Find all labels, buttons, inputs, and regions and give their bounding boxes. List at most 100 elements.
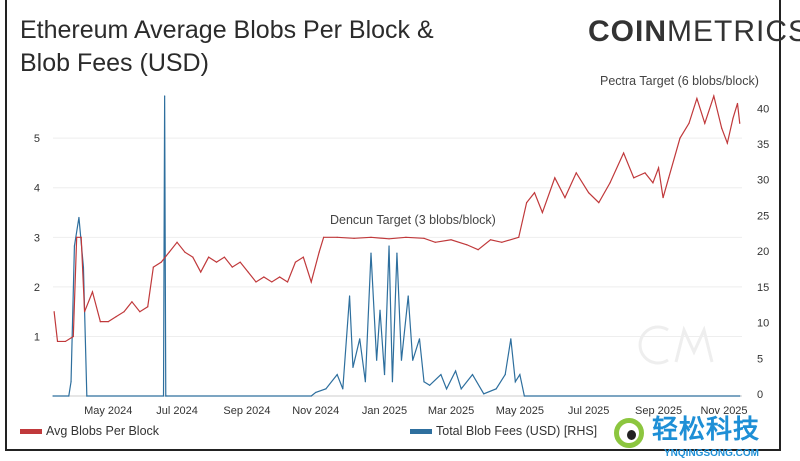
data-point-avg-blobs xyxy=(200,271,202,273)
data-point-avg-blobs xyxy=(64,340,67,343)
data-point-blob-fees xyxy=(510,338,512,340)
data-point-blob-fees xyxy=(352,366,354,369)
data-point-blob-fees xyxy=(82,266,85,269)
coinmetrics-logo: COINMETRICS xyxy=(588,15,800,48)
data-point-avg-blobs xyxy=(526,202,528,204)
x-tick-label: Mar 2025 xyxy=(428,405,474,417)
data-point-blob-fees xyxy=(504,373,506,376)
watermark-logo-icon xyxy=(614,418,644,448)
data-point-avg-blobs xyxy=(147,306,149,308)
data-point-avg-blobs xyxy=(739,122,741,124)
data-point-avg-blobs xyxy=(688,122,690,124)
data-point-avg-blobs xyxy=(53,311,55,313)
data-point-avg-blobs xyxy=(405,236,407,238)
data-point-avg-blobs xyxy=(679,137,681,139)
data-point-avg-blobs xyxy=(518,236,520,238)
data-point-avg-blobs xyxy=(668,177,670,179)
y-left-tick-label: 1 xyxy=(34,331,40,343)
data-point-avg-blobs xyxy=(388,238,390,240)
data-point-avg-blobs xyxy=(302,256,304,258)
x-tick-label: May 2024 xyxy=(84,405,132,417)
y-left-tick-label: 3 xyxy=(34,232,40,244)
data-point-avg-blobs xyxy=(239,261,241,263)
data-point-avg-blobs xyxy=(704,122,706,124)
data-point-avg-blobs xyxy=(115,316,117,318)
data-point-blob-fees xyxy=(70,381,72,383)
x-tick-label: Jul 2025 xyxy=(568,405,610,417)
data-point-blob-fees xyxy=(166,395,168,397)
data-point-avg-blobs xyxy=(622,152,625,154)
series-line-blob-fees xyxy=(53,95,740,397)
data-point-avg-blobs xyxy=(223,256,226,258)
data-point-blob-fees xyxy=(400,359,403,361)
data-point-avg-blobs xyxy=(279,276,281,278)
x-tick-label: Sep 2025 xyxy=(635,405,682,417)
data-point-blob-fees xyxy=(514,381,516,383)
data-point-avg-blobs xyxy=(139,311,141,313)
data-point-blob-fees xyxy=(52,395,54,397)
data-point-avg-blobs xyxy=(370,236,372,238)
data-point-blob-fees xyxy=(483,393,485,395)
chart-frame xyxy=(5,0,781,451)
data-point-avg-blobs xyxy=(554,177,556,179)
data-point-blob-fees xyxy=(460,388,462,390)
data-point-avg-blobs xyxy=(726,142,728,144)
data-point-blob-fees xyxy=(519,373,521,376)
data-point-blob-fees xyxy=(315,391,317,394)
data-point-avg-blobs xyxy=(657,167,660,169)
data-point-blob-fees xyxy=(310,395,312,397)
data-point-avg-blobs xyxy=(56,340,59,343)
data-point-avg-blobs xyxy=(736,102,739,105)
legend-item-fees: Total Blob Fees (USD) [RHS] xyxy=(410,424,597,439)
x-tick-label: Nov 2024 xyxy=(292,405,339,417)
data-point-avg-blobs xyxy=(215,261,218,263)
data-point-blob-fees xyxy=(739,395,741,397)
data-point-avg-blobs xyxy=(208,256,210,258)
data-point-blob-fees xyxy=(388,245,390,247)
data-point-avg-blobs xyxy=(489,239,492,241)
data-point-avg-blobs xyxy=(123,311,125,313)
y-right-tick-label: 30 xyxy=(757,175,769,187)
data-point-avg-blobs xyxy=(598,202,600,204)
x-tick-label: Jan 2025 xyxy=(362,405,407,417)
watermark: 轻松科技 YNQINGSONG.COM xyxy=(612,414,800,461)
data-point-blob-fees xyxy=(164,95,166,97)
data-point-avg-blobs xyxy=(168,251,170,253)
y-right-tick-label: 0 xyxy=(757,389,763,401)
data-point-blob-fees xyxy=(364,381,366,383)
data-point-avg-blobs xyxy=(184,251,186,253)
data-point-blob-fees xyxy=(68,395,70,397)
data-point-avg-blobs xyxy=(466,244,468,246)
data-point-avg-blobs xyxy=(609,182,611,184)
data-point-avg-blobs xyxy=(176,241,178,243)
data-point-avg-blobs xyxy=(131,301,133,303)
watermark-cm-icon xyxy=(638,325,714,365)
legend-label: Avg Blobs Per Block xyxy=(46,424,160,438)
data-point-avg-blobs xyxy=(323,236,325,238)
data-point-avg-blobs xyxy=(477,249,479,251)
data-point-avg-blobs xyxy=(501,241,503,243)
data-point-avg-blobs xyxy=(72,335,74,338)
data-point-blob-fees xyxy=(325,388,327,390)
data-point-blob-fees xyxy=(86,395,88,397)
data-point-avg-blobs xyxy=(160,261,162,263)
y-right-tick-label: 35 xyxy=(757,139,769,151)
data-point-avg-blobs xyxy=(434,241,436,243)
data-point-avg-blobs xyxy=(80,236,82,238)
data-point-avg-blobs xyxy=(644,172,646,174)
data-point-avg-blobs xyxy=(294,261,297,263)
data-point-blob-fees xyxy=(376,359,378,361)
annotation-pectra: Pectra Target (6 blobs/block) xyxy=(600,74,759,88)
data-point-avg-blobs xyxy=(107,321,109,323)
data-point-blob-fees xyxy=(78,216,80,219)
data-point-avg-blobs xyxy=(310,281,312,283)
data-point-blob-fees xyxy=(359,338,361,340)
data-point-avg-blobs xyxy=(662,197,664,199)
data-point-avg-blobs xyxy=(575,172,577,174)
data-point-avg-blobs xyxy=(423,237,425,239)
y-left-tick-label: 5 xyxy=(34,133,40,145)
data-point-avg-blobs xyxy=(652,182,654,184)
data-point-avg-blobs xyxy=(99,321,101,323)
data-point-blob-fees xyxy=(445,388,448,390)
